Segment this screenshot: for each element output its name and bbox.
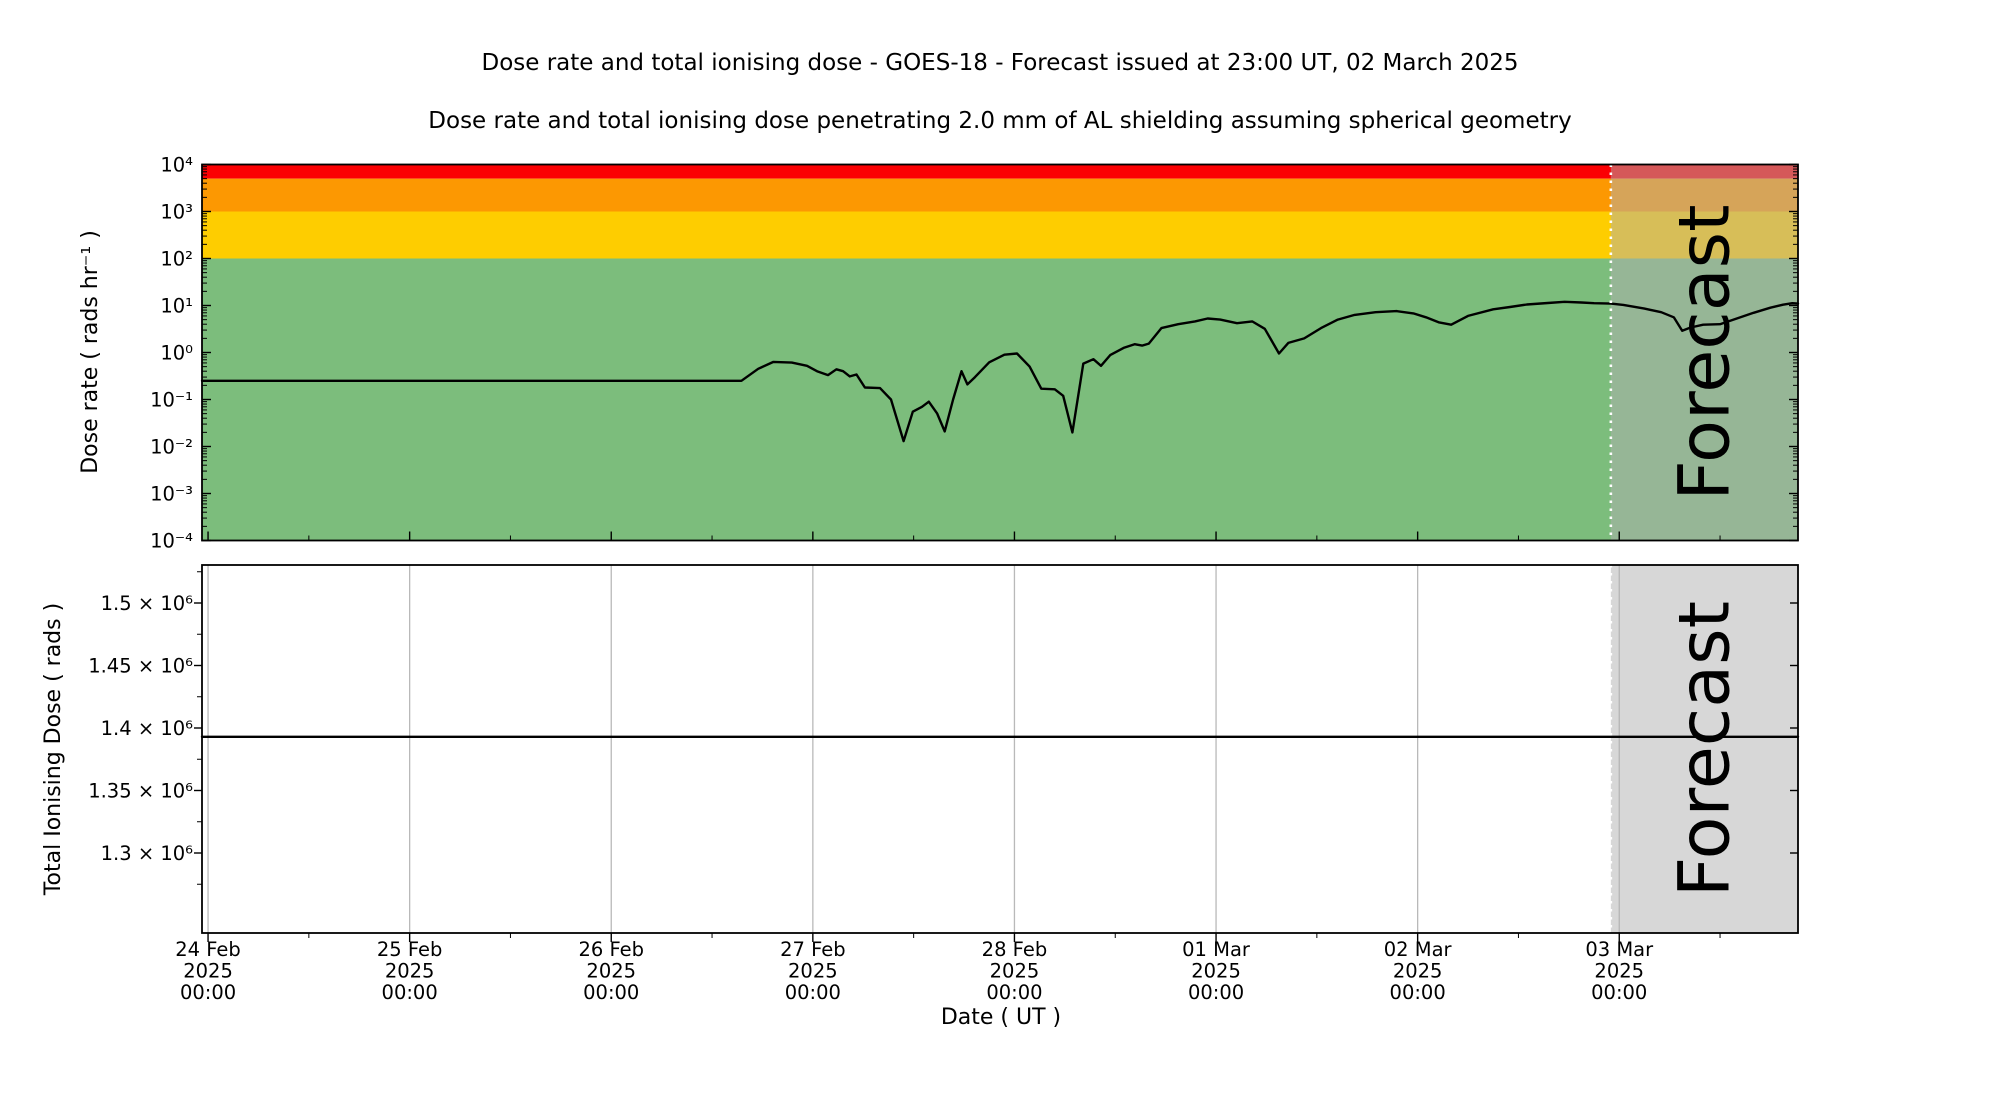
dose-rate-goes18-line [200, 300, 1800, 443]
total-ionising-dose-frame [201, 564, 1799, 934]
x-tick-label: 28 Feb 2025 00:00 [982, 938, 1048, 1004]
forecast-overlay [1610, 565, 1798, 933]
dose-rate-frame [201, 163, 1799, 542]
y-tick-label: 1.4 × 10⁶ [101, 717, 194, 740]
total-dose-y-axis-label: Total Ionising Dose ( rads ) [41, 603, 66, 896]
y-tick-label: 10¹ [160, 295, 193, 318]
forecast-watermark: Forecast [1663, 204, 1745, 500]
y-tick-label: 10⁻² [150, 436, 193, 459]
y-tick-label: 10⁻¹ [150, 389, 193, 412]
x-axis-label: Date ( UT ) [941, 1005, 1061, 1030]
y-tick-label: 1.5 × 10⁶ [101, 592, 194, 615]
y-tick-label: 10³ [160, 201, 193, 224]
dose-rate-panel: Forecast 10⁴ 10³ 10² 10¹ 10⁰ 10⁻¹ 10⁻² 10⁻³ 10⁻⁴ [150, 154, 1800, 553]
x-tick-label: 26 Feb 2025 00:00 [578, 938, 644, 1004]
y-tick-label: 10⁰ [160, 342, 193, 365]
y-tick-label: 10⁻⁴ [150, 530, 193, 553]
x-tick-label: 01 Mar 2025 00:00 [1182, 938, 1251, 1004]
dose-rate-y-axis-label: Dose rate ( rads hr⁻¹ ) [78, 230, 103, 474]
y-tick-label: 1.45 × 10⁶ [88, 655, 193, 678]
threshold-band-orange-warning [202, 178, 1798, 212]
y-tick-label: 1.3 × 10⁶ [101, 842, 194, 865]
total-ionising-dose-panel: Forecast 1.5 × 10⁶ 1.45 × 10⁶ 1.4 × 10⁶ 1.35… [88, 564, 1800, 942]
figure-title: Dose rate and total ionising dose - GOES… [482, 50, 1519, 76]
y-tick-label: 10² [160, 248, 193, 271]
x-tick-label: 24 Feb 2025 00:00 [175, 938, 241, 1004]
threshold-band-green-quiet [202, 258, 1798, 541]
x-tick-label: 03 Mar 2025 00:00 [1585, 938, 1654, 1004]
x-tick-labels: 24 Feb 2025 00:00 25 Feb 2025 00:00 26 Feb 2025… [175, 938, 1654, 1004]
x-tick-label: 25 Feb 2025 00:00 [377, 938, 443, 1004]
threshold-band-yellow-watch [202, 211, 1798, 259]
chart-panels: Forecast10⁴10³10²10¹10⁰10⁻¹10⁻²10⁻³10⁻⁴F… [88, 154, 1800, 1004]
y-tick-label: 1.35 × 10⁶ [88, 780, 193, 803]
y-tick-label: 10⁴ [160, 154, 193, 177]
threshold-band-red-alert [202, 164, 1798, 179]
forecast-overlay [1610, 164, 1798, 541]
y-tick-label: 10⁻³ [150, 483, 193, 506]
x-tick-label: 27 Feb 2025 00:00 [780, 938, 846, 1004]
x-tick-label: 02 Mar 2025 00:00 [1384, 938, 1453, 1004]
forecast-watermark: Forecast [1663, 601, 1745, 897]
figure-subtitle: Dose rate and total ionising dose penetr… [428, 108, 1571, 134]
